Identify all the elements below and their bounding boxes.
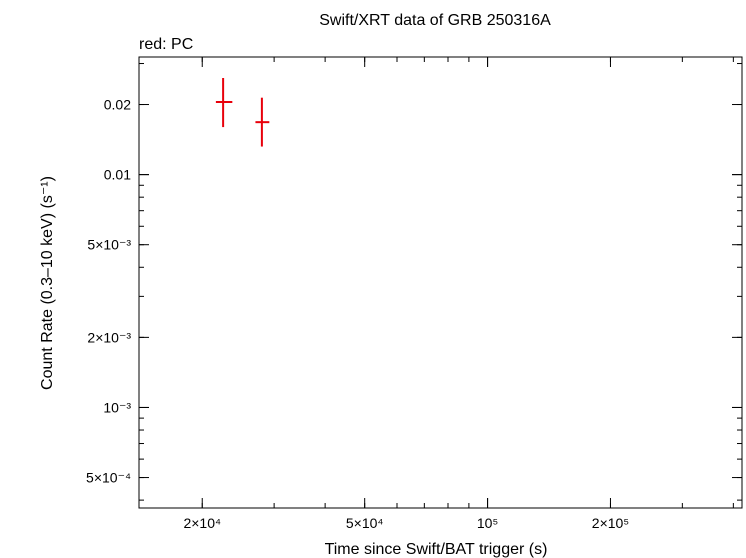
y-tick-label: 5×10⁻⁴	[86, 470, 131, 486]
x-tick-label: 2×10⁴	[183, 515, 221, 531]
y-axis-label: Count Rate (0.3–10 keV) (s⁻¹)	[39, 176, 56, 390]
y-tick-label: 10⁻³	[103, 399, 131, 415]
x-tick-label: 2×10⁵	[592, 515, 629, 531]
data-point	[215, 77, 233, 128]
y-tick-label: 0.02	[104, 97, 131, 113]
y-tick-label: 0.01	[104, 167, 131, 183]
axes-group	[138, 56, 743, 509]
data-point	[255, 97, 270, 147]
x-tick-label: 10⁵	[477, 515, 498, 531]
x-tick-label: 5×10⁴	[346, 515, 384, 531]
y-tick-label: 2×10⁻³	[87, 329, 131, 345]
plot-frame	[138, 56, 743, 509]
x-axis-label: Time since Swift/BAT trigger (s)	[325, 541, 548, 558]
chart-title: Swift/XRT data of GRB 250316A	[319, 12, 551, 29]
series-pc	[215, 77, 270, 147]
data-group	[215, 77, 270, 147]
y-tick-label: 5×10⁻³	[87, 237, 131, 253]
ticks-group: 2×10⁴ 5×10⁴ 10⁵ 2×10⁵ 0.02 0.01 5×10⁻³ 2×10⁻³ 10…	[86, 57, 742, 531]
chart-subtitle: red: PC	[139, 36, 193, 53]
